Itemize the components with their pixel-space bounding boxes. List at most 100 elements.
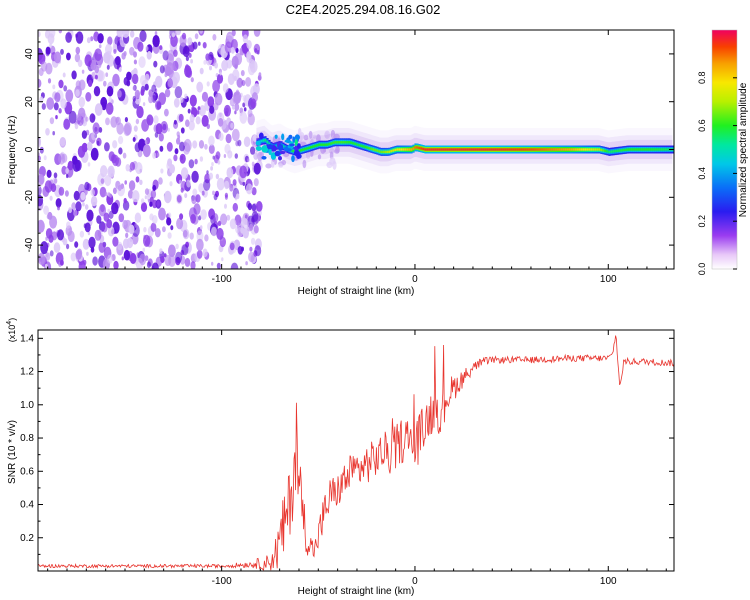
noise-cell [196, 230, 204, 242]
noise-cell [250, 237, 256, 245]
noise-cell [45, 49, 50, 57]
ridge-cell [470, 148, 473, 151]
noise-cell [190, 261, 196, 269]
noise-cell [128, 180, 136, 191]
colorbar-tick-label: 0.0 [697, 263, 707, 276]
ridge-cell [292, 149, 295, 153]
noise-cell [128, 224, 135, 235]
noise-cell [82, 238, 90, 250]
noise-cell [255, 201, 263, 212]
noise-cell [66, 221, 71, 229]
noise-cell [87, 231, 91, 236]
noise-cell [233, 62, 239, 70]
ridge-cell [564, 148, 567, 151]
noise-cell [209, 65, 212, 71]
ridge-cell [544, 148, 547, 151]
noise-cell [186, 68, 193, 79]
noise-cell [92, 122, 100, 135]
ridge-cell [314, 144, 317, 148]
noise-cell [184, 193, 188, 199]
ridge-cell [590, 148, 593, 151]
noise-cell [153, 115, 159, 124]
noise-cell [38, 137, 42, 146]
ridge-cell [504, 148, 507, 151]
noise-cell [104, 175, 112, 187]
noise-cell [123, 51, 127, 57]
ridge-cell [610, 150, 613, 153]
ridge-onset-cell [261, 145, 269, 153]
noise-cell [229, 218, 237, 230]
ridge-cell [614, 149, 617, 153]
noise-cell [73, 209, 78, 217]
noise-cell [94, 229, 102, 241]
ridge-cell [344, 141, 347, 144]
noise-cell [198, 215, 202, 221]
noise-cell [96, 215, 102, 224]
noise-cell [203, 179, 211, 191]
ridge-onset-cell [278, 156, 282, 161]
noise-cell [159, 45, 163, 51]
noise-cell [187, 108, 191, 114]
ridge-cell [412, 147, 415, 150]
noise-cell [46, 169, 52, 178]
noise-cell [117, 90, 122, 98]
noise-cell [206, 123, 210, 129]
noise-cell [164, 88, 171, 98]
noise-cell [160, 168, 164, 174]
ridge-cell [498, 148, 501, 151]
ridge-cell [456, 148, 459, 151]
noise-cell [196, 249, 203, 259]
snr-multiplier-close: ) [7, 318, 17, 321]
noise-cell [250, 98, 257, 109]
ridge-cell [420, 147, 423, 150]
noise-cell [123, 197, 127, 204]
noise-cell [152, 35, 160, 48]
noise-cell [106, 86, 114, 97]
noise-cell [72, 159, 81, 172]
noise-cell [86, 209, 94, 222]
noise-cell [75, 80, 82, 89]
ridge-cell [582, 148, 585, 151]
y-tick-label: 0 [24, 146, 35, 152]
ridge-cell [516, 148, 519, 151]
noise-cell [253, 162, 261, 175]
noise-cell [166, 142, 173, 152]
noise-cell [87, 162, 91, 167]
noise-cell [131, 190, 140, 203]
ridge-cell [374, 148, 377, 152]
noise-cell [49, 30, 56, 38]
noise-cell [84, 204, 89, 210]
ridge-cell [568, 148, 571, 151]
noise-cell [47, 211, 53, 220]
ridge-cell [466, 148, 469, 151]
noise-cell [240, 218, 249, 231]
noise-cell [258, 72, 262, 77]
ridge-cell [444, 148, 447, 151]
ridge-cell [580, 148, 583, 151]
ridge-cell [304, 147, 307, 151]
snr-axes: -100 0 100 0.2 0.4 0.6 0.8 1.0 1.2 1.4 [20, 330, 674, 587]
noise-cell [105, 102, 114, 115]
noise-cell [198, 41, 201, 46]
noise-cell [173, 98, 180, 108]
y-tick-label: 0.4 [20, 500, 34, 511]
noise-cell [61, 153, 68, 163]
ridge-cell [606, 150, 609, 153]
spectrogram-noise-region [38, 30, 340, 269]
noise-cell [230, 47, 235, 54]
noise-cell [146, 261, 151, 269]
ridge-cell [662, 148, 665, 151]
ridge-cell [576, 148, 579, 151]
noise-cell [302, 159, 307, 169]
noise-cell [116, 122, 124, 135]
noise-cell [103, 80, 107, 87]
x-tick-label: 0 [412, 274, 418, 285]
ridge-cell [422, 147, 425, 151]
noise-cell [45, 252, 51, 261]
noise-cell [81, 69, 85, 74]
noise-cell [68, 207, 72, 214]
noise-cell [195, 194, 201, 203]
ridge-cell [492, 148, 495, 151]
ridge-cell [618, 149, 621, 152]
ridge-cell [620, 149, 623, 152]
